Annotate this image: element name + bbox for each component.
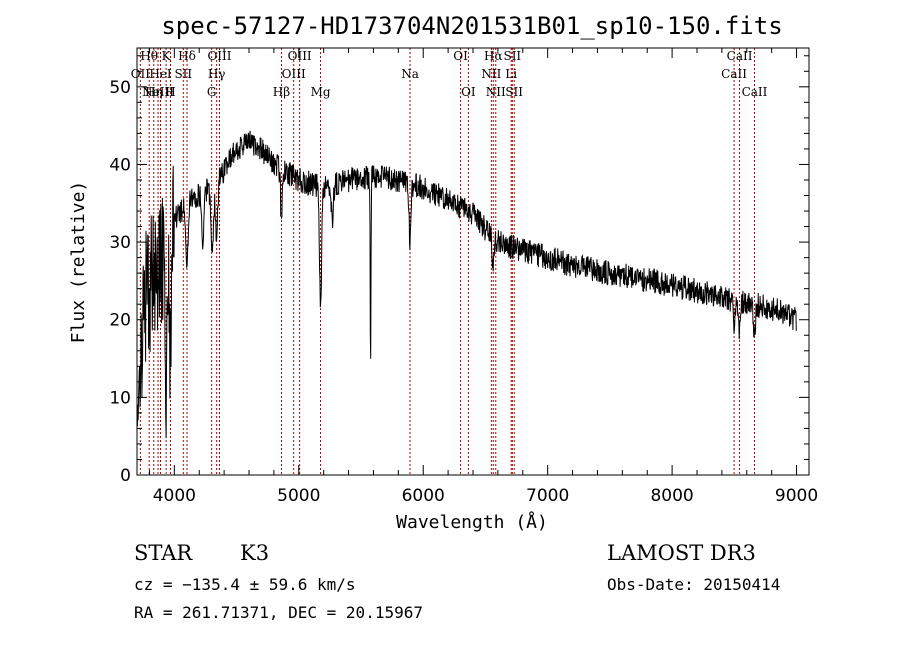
line-label: Hθ <box>140 49 158 63</box>
line-label: Hη <box>145 85 163 99</box>
line-label: NeIII <box>142 85 174 99</box>
y-tick-label: 10 <box>109 388 131 408</box>
chart-title: spec-57127-HD173704N201531B01_sp10-150.f… <box>161 12 782 40</box>
y-tick-label: 0 <box>120 466 131 486</box>
line-label: SII <box>505 85 523 99</box>
line-label: HeI <box>149 67 172 81</box>
line-label: Na <box>401 67 419 81</box>
line-label: Hδ <box>178 49 196 63</box>
line-label: OIII <box>282 67 306 81</box>
line-label: OIII <box>288 49 312 63</box>
line-label: OI <box>453 49 468 63</box>
line-label: Hγ <box>208 67 226 81</box>
y-axis-ticks: 0 10 20 30 40 50 <box>109 55 809 486</box>
line-label: OII <box>131 67 151 81</box>
x-tick-label: 5000 <box>277 486 320 506</box>
y-axis-label: Flux (relative) <box>68 181 89 344</box>
line-label: NII <box>481 67 501 81</box>
x-tick-label: 4000 <box>153 486 196 506</box>
line-label: G <box>207 85 217 99</box>
ra-dec: RA = 261.71371, DEC = 20.15967 <box>134 603 423 622</box>
line-label: CaII <box>721 67 747 81</box>
observation-date: Obs-Date: 20150414 <box>607 575 780 594</box>
x-axis-label: Wavelength (Å) <box>396 511 548 533</box>
line-label: K <box>162 49 172 63</box>
line-label: Hα <box>484 49 503 63</box>
y-tick-label: 20 <box>109 311 131 331</box>
x-tick-label: 8000 <box>650 486 693 506</box>
line-label: SII <box>174 67 192 81</box>
line-label: Hβ <box>273 85 290 99</box>
object-subclass: K3 <box>240 541 269 565</box>
y-tick-label: 40 <box>109 155 131 175</box>
line-label: Mg <box>311 85 331 99</box>
line-label: Li <box>505 67 517 81</box>
spectrum-line <box>136 130 797 438</box>
line-label: NII <box>486 85 506 99</box>
line-label: SII <box>503 49 521 63</box>
x-tick-label: 6000 <box>402 486 445 506</box>
line-label: OI <box>461 85 476 99</box>
line-label: CaII <box>727 49 753 63</box>
line-label: CaII <box>742 85 768 99</box>
redshift-cz: cz = −135.4 ± 59.6 km/s <box>134 575 356 594</box>
x-tick-label: 9000 <box>775 486 818 506</box>
x-axis-ticks: 4000 5000 6000 7000 8000 9000 <box>148 48 818 506</box>
object-class: STAR <box>134 541 193 565</box>
x-tick-label: 7000 <box>526 486 569 506</box>
line-label: OIII <box>207 49 231 63</box>
y-tick-label: 30 <box>109 233 131 253</box>
line-label: H <box>165 85 175 99</box>
y-tick-label: 50 <box>109 78 131 98</box>
survey-name: LAMOST DR3 <box>607 541 756 565</box>
